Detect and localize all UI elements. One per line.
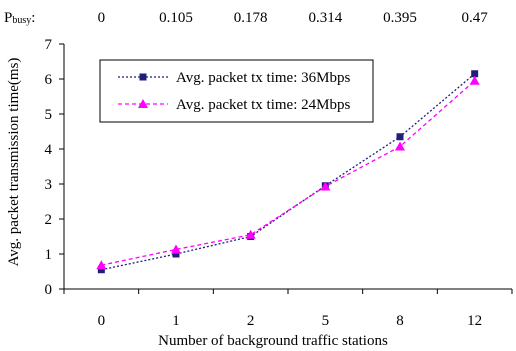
top-axis-value: 0.178: [234, 10, 268, 26]
legend-label: Avg. packet tx time: 36Mbps: [176, 70, 350, 86]
legend-entry: Avg. packet tx time: 36Mbps: [118, 70, 350, 86]
legend-swatch-marker: [138, 99, 148, 108]
legend-label: Avg. packet tx time: 24Mbps: [176, 97, 350, 113]
x-tick-label: 8: [396, 313, 404, 329]
top-axis-label-suffix: :: [31, 10, 35, 26]
top-axis-value: 0.47: [462, 10, 489, 26]
y-ticks: 0 1 2 3 4 5 6 7: [45, 37, 64, 298]
y-tick-label: 7: [45, 37, 53, 53]
data-point: [172, 250, 180, 258]
top-axis: Pbusy: 0 0.105 0.178 0.314 0.395 0.47: [4, 10, 488, 26]
data-point: [245, 229, 256, 239]
top-axis-label-main: P: [4, 10, 12, 26]
series-2: [96, 75, 480, 270]
y-tick-label: 4: [45, 142, 53, 158]
x-tick-label: 1: [172, 313, 180, 329]
top-axis-label-sub: busy: [12, 15, 31, 26]
x-ticks: 0 1 2 5 8 12: [63, 289, 513, 329]
x-tick-label: 2: [247, 313, 255, 329]
top-axis-value: 0.395: [383, 10, 417, 26]
series-layer: [96, 70, 480, 274]
x-tick-label: 5: [322, 313, 330, 329]
y-tick-label: 2: [45, 212, 53, 228]
top-axis-value: 0: [98, 10, 106, 26]
data-point: [396, 133, 404, 141]
data-point: [469, 75, 480, 85]
legend-entry: Avg. packet tx time: 24Mbps: [118, 97, 350, 113]
top-axis-value: 0.105: [159, 10, 193, 26]
series-line: [101, 80, 476, 266]
y-tick-label: 3: [45, 177, 53, 193]
y-tick-label: 6: [45, 72, 53, 88]
top-axis-value: 0.314: [308, 10, 342, 26]
legend-swatch-marker: [139, 73, 147, 81]
legend: Avg. packet tx time: 36Mbps Avg. packet t…: [99, 59, 374, 123]
top-axis-label: Pbusy:: [4, 10, 35, 26]
data-point: [395, 141, 405, 151]
legend-box: [99, 59, 374, 123]
y-tick-label: 0: [45, 282, 53, 298]
data-point: [171, 244, 181, 254]
y-tick-label: 5: [45, 107, 53, 123]
data-point: [471, 70, 479, 78]
data-point: [320, 181, 331, 191]
x-tick-label: 0: [98, 313, 106, 329]
series-line: [101, 73, 476, 271]
x-axis-label: Number of background traffic stations: [158, 333, 388, 349]
data-point: [97, 266, 105, 274]
x-tick-label: 12: [467, 313, 482, 329]
data-point: [96, 260, 107, 270]
y-tick-label: 1: [45, 247, 53, 263]
y-axis-label: Avg. packet transmission time(ms): [6, 58, 22, 267]
